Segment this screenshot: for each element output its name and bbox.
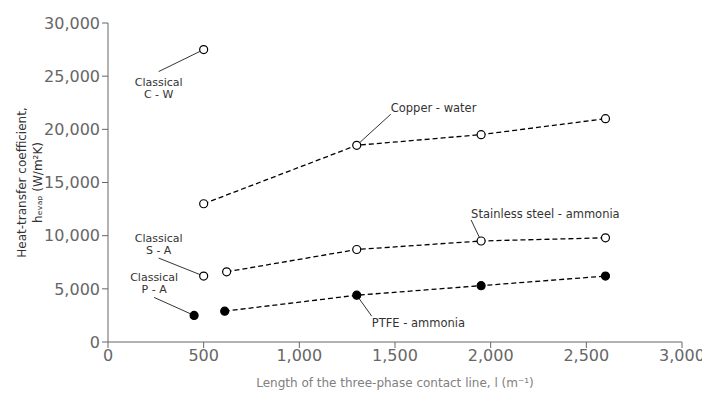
svg-text:1,500: 1,500: [372, 346, 418, 365]
svg-text:hₑᵥₐₚ (W/m²K): hₑᵥₐₚ (W/m²K): [31, 142, 45, 223]
svg-text:PTFE - ammonia: PTFE - ammonia: [372, 316, 465, 330]
svg-text:10,000: 10,000: [44, 226, 100, 245]
svg-text:500: 500: [188, 346, 219, 365]
svg-text:P - A: P - A: [142, 283, 168, 296]
svg-text:2,000: 2,000: [468, 346, 514, 365]
svg-text:3,000: 3,000: [659, 346, 702, 365]
svg-text:15,000: 15,000: [44, 173, 100, 192]
svg-text:5,000: 5,000: [54, 280, 100, 299]
svg-text:Classical: Classical: [130, 271, 178, 285]
svg-text:30,000: 30,000: [44, 14, 100, 33]
svg-text:Classical: Classical: [134, 232, 183, 246]
svg-text:Heat-transfer coefficient,: Heat-transfer coefficient,: [15, 107, 29, 257]
svg-text:0: 0: [90, 333, 100, 352]
svg-text:25,000: 25,000: [44, 67, 100, 86]
svg-text:S - A: S - A: [146, 244, 172, 257]
svg-text:C - W: C - W: [144, 88, 174, 101]
svg-text:Stainless steel - ammonia: Stainless steel - ammonia: [471, 207, 620, 221]
svg-text:2,500: 2,500: [563, 346, 609, 365]
svg-text:Length of the three-phase cont: Length of the three-phase contact line, …: [256, 376, 534, 390]
svg-text:Copper - water: Copper - water: [391, 101, 477, 115]
svg-text:0: 0: [103, 346, 113, 365]
svg-text:1,000: 1,000: [276, 346, 322, 365]
svg-text:Classical: Classical: [134, 75, 183, 89]
svg-text:20,000: 20,000: [44, 120, 100, 139]
